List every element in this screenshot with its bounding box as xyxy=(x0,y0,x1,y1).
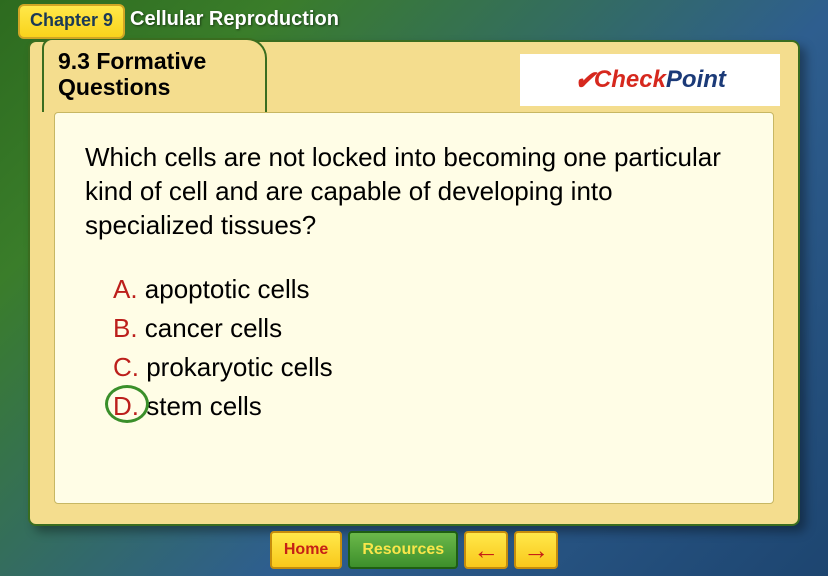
checkpoint-point: Point xyxy=(666,66,726,94)
resources-label: Resources xyxy=(362,541,444,559)
home-label: Home xyxy=(284,541,328,559)
checkpoint-badge: ✔ Check Point xyxy=(520,54,780,106)
chapter-label: Chapter 9 xyxy=(30,10,113,30)
answer-d[interactable]: D. stem cells xyxy=(113,387,743,426)
chapter-tab: Chapter 9 xyxy=(18,4,125,39)
resources-button[interactable]: Resources xyxy=(348,531,458,569)
answer-letter-c: C. xyxy=(113,352,139,382)
answer-text-c: prokaryotic cells xyxy=(139,352,333,382)
answer-text-d: stem cells xyxy=(139,391,262,421)
answer-letter-b: B. xyxy=(113,313,138,343)
chapter-title: Cellular Reproduction xyxy=(130,8,339,31)
next-button[interactable]: → xyxy=(514,531,558,569)
slide-background: Chapter 9 Cellular Reproduction 9.3 Form… xyxy=(0,0,828,576)
answer-a[interactable]: A. apoptotic cells xyxy=(113,270,743,309)
answers-list: A. apoptotic cells B. cancer cells C. pr… xyxy=(85,270,743,426)
checkpoint-check: Check xyxy=(594,66,666,94)
answer-text-a: apoptotic cells xyxy=(138,274,310,304)
answer-c[interactable]: C. prokaryotic cells xyxy=(113,348,743,387)
section-tab-label: 9.3 Formative Questions xyxy=(58,48,253,101)
answer-b[interactable]: B. cancer cells xyxy=(113,309,743,348)
content-area: Which cells are not locked into becoming… xyxy=(54,112,774,504)
question-text: Which cells are not locked into becoming… xyxy=(85,141,743,242)
answer-text-b: cancer cells xyxy=(138,313,283,343)
bottom-nav: Home Resources ← → xyxy=(0,528,828,572)
arrow-left-icon: ← xyxy=(473,535,499,566)
checkmark-icon: ✔ xyxy=(574,65,596,96)
prev-button[interactable]: ← xyxy=(464,531,508,569)
section-tab: 9.3 Formative Questions xyxy=(42,38,267,112)
arrow-right-icon: → xyxy=(523,535,549,566)
home-button[interactable]: Home xyxy=(270,531,342,569)
answer-letter-a: A. xyxy=(113,274,138,304)
content-card: 9.3 Formative Questions ✔ Check Point Wh… xyxy=(28,40,800,526)
